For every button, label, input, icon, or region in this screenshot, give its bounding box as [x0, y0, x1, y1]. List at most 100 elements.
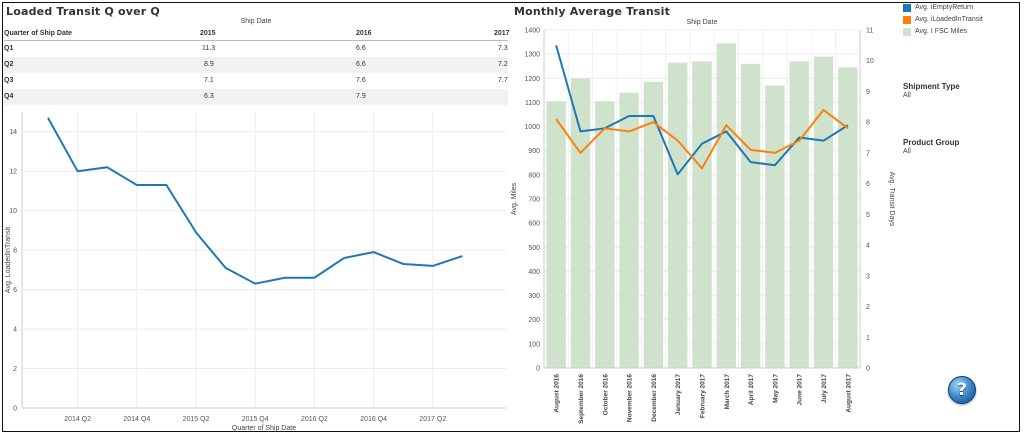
y2-tick-label: 2: [866, 304, 870, 311]
fsc-miles-bar: [546, 101, 566, 368]
y-tick-label: 2: [13, 366, 17, 373]
y2-tick-label: 8: [866, 120, 870, 127]
legend-swatch-fsc-miles: [903, 28, 911, 36]
y-tick-label: 0: [13, 406, 17, 413]
y-axis-title: Avg. Miles: [511, 182, 518, 215]
x-axis-title: Quarter of Ship Date: [232, 425, 296, 432]
y-tick-label: 200: [528, 317, 540, 324]
x-tick-label: 2017 Q2: [419, 416, 446, 423]
quarter-label: Q2: [4, 61, 14, 68]
monthly-combo-chart: Ship Date0100200300400500600700800900100…: [511, 19, 895, 424]
y-tick-label: 500: [528, 245, 540, 252]
quarter-label: Q1: [4, 45, 14, 52]
y2-tick-label: 11: [866, 28, 873, 35]
x-tick-label: August 2017: [845, 374, 852, 413]
table-column-header: 2015: [200, 30, 216, 37]
quarterly-line-chart: 0 2 4 6 8 10 12 14 2014 Q2 2014 Q4 2015 Q2 2015 Q4 2…: [5, 112, 506, 432]
table-divider: [4, 40, 508, 41]
x-tick-label: 2015 Q4: [242, 416, 269, 423]
x-tick-label: December 2016: [651, 374, 658, 422]
x-tick-label: 2014 Q4: [123, 416, 150, 423]
table-cell: 7.9: [356, 93, 366, 100]
x-tick-label: January 2017: [675, 374, 682, 416]
y-tick-label: 1400: [524, 28, 540, 35]
y-tick-label: 0: [536, 366, 540, 373]
y2-tick-label: 3: [866, 273, 870, 280]
y-tick-label: 1300: [524, 52, 540, 59]
legend-label: Avg. iEmptyReturn: [915, 4, 974, 11]
table-cell: 6.6: [356, 45, 366, 52]
y-tick-label: 6: [13, 287, 17, 294]
y2-axis-title: Avg. Transit Days: [888, 172, 895, 227]
quarter-label: Q3: [4, 77, 14, 84]
y2-tick-label: 7: [866, 150, 870, 157]
table-cell: 7.6: [356, 77, 366, 84]
x-tick-label: 2016 Q2: [301, 416, 328, 423]
y-tick-label: 4: [13, 327, 17, 334]
y-tick-label: 800: [528, 172, 540, 179]
x-tick-label: August 2016: [554, 374, 561, 413]
right-panel-title: Monthly Average Transit: [514, 5, 671, 18]
product-group-filter-value[interactable]: All: [903, 148, 911, 155]
table-row-header: Quarter of Ship Date: [4, 30, 73, 37]
y-tick-label: 14: [9, 129, 17, 136]
table-cell: 7.7: [498, 77, 508, 84]
x-tick-label: July 2017: [821, 374, 828, 404]
table-cell: 6.6: [356, 61, 366, 68]
y-tick-label: 300: [528, 293, 540, 300]
chart-column-header: Ship Date: [687, 19, 718, 26]
fsc-miles-bar: [813, 56, 834, 369]
table-column-header: 2017: [494, 30, 510, 37]
y-tick-label: 900: [528, 148, 540, 155]
table-group-header: Ship Date: [240, 18, 272, 25]
help-icon: ?: [957, 380, 967, 400]
x-tick-label: 2014 Q2: [64, 416, 91, 423]
y-tick-label: 700: [528, 197, 540, 204]
y2-tick-label: 5: [866, 212, 870, 219]
table-row: Q2 8.9 6.6 7.2: [4, 57, 508, 73]
y-tick-label: 1200: [524, 76, 540, 83]
y2-tick-label: 1: [866, 335, 870, 342]
legend-swatch-empty-return: [903, 4, 911, 12]
fsc-miles-bar: [789, 61, 809, 369]
left-panel-title: Loaded Transit Q over Q: [6, 5, 160, 18]
x-tick-label: June 2017: [797, 374, 804, 406]
fsc-miles-bar: [667, 62, 688, 368]
y-tick-label: 600: [528, 221, 540, 228]
y2-tick-label: 10: [866, 58, 874, 65]
table-cell: 8.9: [204, 61, 214, 68]
product-group-filter-title[interactable]: Product Group: [903, 138, 960, 147]
x-tick-label: September 2016: [578, 374, 585, 424]
y-tick-label: 12: [9, 169, 17, 176]
help-button[interactable]: ?: [948, 376, 976, 404]
fsc-miles-bar: [716, 43, 737, 369]
y2-tick-label: 4: [866, 243, 870, 250]
legend-label: Avg. iLoadedInTransit: [915, 16, 983, 23]
y-tick-label: 8: [13, 248, 17, 255]
fsc-miles-bar: [619, 92, 639, 369]
y-axis-title: Avg. LoadedInTransit: [5, 227, 12, 293]
table-column-header: 2016: [356, 30, 372, 37]
fsc-miles-bar: [838, 67, 858, 368]
fsc-miles-bar: [595, 101, 615, 368]
fsc-miles-bar: [740, 63, 761, 369]
y-tick-label: 400: [528, 269, 540, 276]
table-row: Q4 6.3 7.9: [4, 89, 508, 105]
y2-tick-label: 9: [866, 89, 870, 96]
x-tick-label: November 2016: [627, 374, 634, 422]
legend-label: Avg. I FSC Miles: [915, 28, 967, 35]
table-cell: 6.3: [204, 93, 214, 100]
table-cell: 7.2: [498, 61, 508, 68]
y-tick-label: 1000: [524, 124, 540, 131]
shipment-type-filter-title[interactable]: Shipment Type: [903, 82, 960, 91]
x-tick-label: February 2017: [700, 374, 707, 418]
y-tick-label: 100: [528, 341, 540, 348]
x-tick-label: March 2017: [724, 374, 731, 410]
shipment-type-filter-value[interactable]: All: [903, 92, 911, 99]
y2-tick-label: 0: [866, 366, 870, 373]
quarter-label: Q4: [4, 93, 14, 100]
x-tick-label: 2016 Q4: [360, 416, 387, 423]
table-row: Q3 7.1 7.6 7.7: [4, 73, 508, 89]
table-header-row: Quarter of Ship Date 2015 2016 2017: [4, 28, 510, 40]
fsc-miles-bar: [643, 81, 664, 369]
